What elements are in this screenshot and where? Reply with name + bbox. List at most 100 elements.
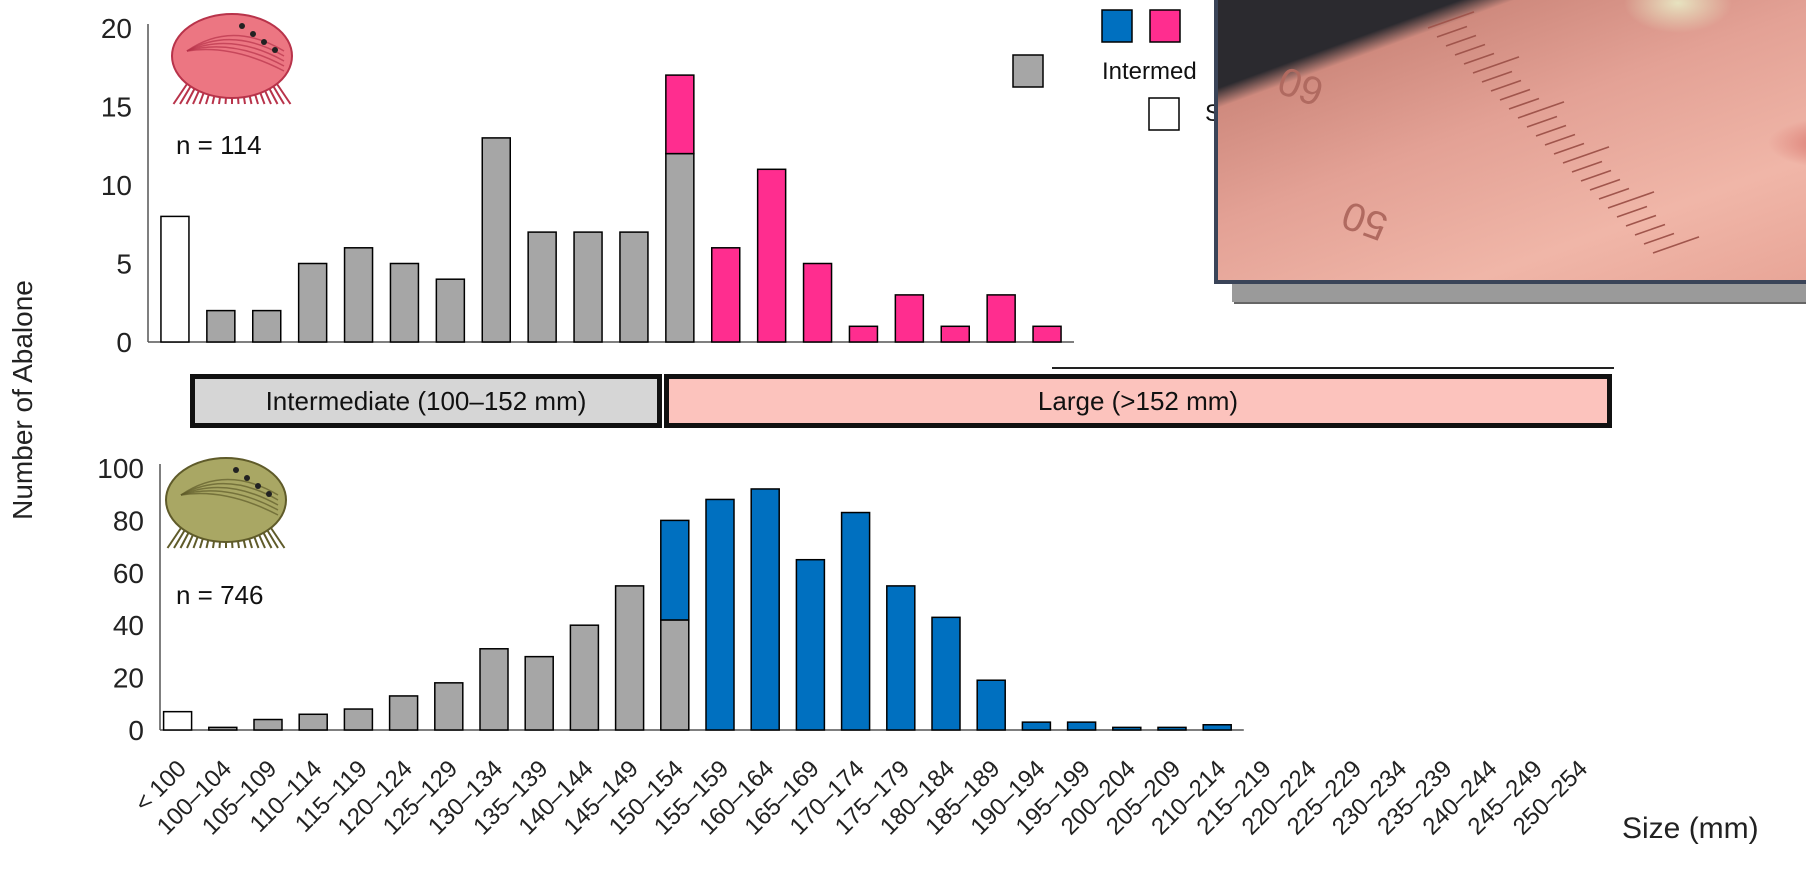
- bar-top-2-s1: [252, 309, 282, 343]
- bar-top-3-s1: [297, 262, 328, 343]
- legend-swatch-blue: [1101, 9, 1133, 43]
- ruler-tick: [1616, 205, 1648, 218]
- legend-swatch-gray: [1012, 54, 1044, 88]
- bar-bottom-19-s2: [1021, 721, 1052, 731]
- ruler-tick: [1526, 115, 1558, 128]
- bar-top-14-s2: [802, 262, 833, 343]
- bar-bottom-18-s2: [976, 679, 1006, 731]
- bar-top-18-s2: [986, 294, 1016, 343]
- ruler-label-50: 50: [1336, 192, 1393, 249]
- ruler-tick: [1652, 236, 1700, 254]
- bar-top-11-s1: [665, 152, 695, 343]
- bar-bottom-2-s1: [253, 718, 283, 731]
- bar-bottom-13-s2: [750, 488, 780, 731]
- bar-top-9-s1: [573, 231, 603, 343]
- bar-bottom-17-s2: [931, 616, 961, 731]
- band-intermediate-label: Intermediate (100–152 mm): [265, 385, 587, 416]
- ruler-tick: [1535, 124, 1567, 137]
- bar-bottom-23-s2: [1202, 724, 1232, 731]
- bar-bottom-0-s0: [162, 710, 193, 731]
- legend-label-intermediate: Intermed: [1102, 58, 1197, 85]
- bar-top-16-s2: [894, 294, 925, 343]
- y-tick-label-bottom: 20: [113, 663, 144, 694]
- ruler-tick: [1643, 232, 1675, 245]
- bar-top-0-s0: [160, 215, 190, 343]
- ruler-tick: [1625, 214, 1657, 227]
- bar-top-15-s2: [848, 325, 879, 343]
- band-large: Large (>152 mm): [664, 374, 1612, 428]
- chart-panel-top: 0 5 10 15 20: [101, 13, 1074, 358]
- y-tick-label-bottom: 40: [113, 610, 144, 641]
- bar-bottom-21-s2: [1112, 726, 1142, 731]
- legend-swatch-white: [1148, 97, 1180, 131]
- band-divider-line: [1052, 367, 1614, 369]
- x-axis-label: Size (mm): [1622, 812, 1759, 845]
- bar-top-1-s1: [206, 309, 236, 343]
- ruler-tick: [1553, 142, 1585, 155]
- abalone-ruler-photo: 60 50: [1214, 0, 1806, 284]
- ruler-tick: [1490, 79, 1522, 92]
- bar-top-6-s1: [435, 278, 466, 343]
- bar-bottom-11-s1: [660, 619, 690, 731]
- bar-top-10-s1: [619, 231, 649, 343]
- bar-bottom-16-s2: [886, 585, 916, 731]
- ruler-tick: [1445, 34, 1477, 47]
- bar-bottom-4-s1: [343, 708, 374, 731]
- ruler-tick: [1598, 187, 1630, 200]
- ruler-tick: [1589, 178, 1621, 191]
- ruler-tick: [1427, 11, 1475, 29]
- bar-bottom-6-s1: [434, 682, 464, 731]
- bar-bottom-12-s2: [705, 498, 735, 731]
- y-tick-label-bottom: 0: [128, 715, 144, 746]
- bar-top-17-s2: [940, 325, 970, 343]
- y-axis-label: Number of Abalone: [7, 280, 38, 520]
- y-tick-label-bottom: 80: [113, 505, 144, 536]
- ruler-tick: [1436, 25, 1468, 38]
- y-tick-label-bottom: 100: [97, 453, 144, 484]
- bar-top-7-s1: [481, 137, 511, 343]
- bar-bottom-5-s1: [388, 695, 419, 731]
- ruler-tick: [1580, 169, 1612, 182]
- bar-bottom-20-s2: [1066, 721, 1097, 731]
- ruler-tick: [1634, 223, 1666, 236]
- ruler-tick: [1481, 70, 1513, 83]
- y-tick-label-top: 15: [101, 92, 132, 123]
- bar-top-13-s2: [756, 168, 787, 343]
- y-tick-label-bottom: 60: [113, 558, 144, 589]
- bar-top-19-s2: [1032, 325, 1062, 343]
- red-abalone-icon: [171, 13, 293, 105]
- band-large-label: Large (>152 mm): [1037, 385, 1239, 416]
- ruler-tick: [1472, 56, 1520, 74]
- bar-bottom-15-s2: [840, 511, 871, 731]
- bar-bottom-8-s1: [524, 655, 554, 731]
- ruler-tick: [1508, 97, 1540, 110]
- bar-bottom-22-s2: [1157, 726, 1187, 731]
- ruler-tick: [1562, 146, 1610, 164]
- bar-top-11-s2: [665, 74, 695, 155]
- bar-bottom-9-s1: [569, 624, 600, 731]
- sample-size-bottom: n = 746: [176, 580, 264, 610]
- y-tick-label-top: 20: [101, 13, 132, 44]
- bar-top-8-s1: [527, 231, 557, 343]
- ruler-tick: [1517, 101, 1565, 119]
- band-intermediate: Intermediate (100–152 mm): [190, 374, 662, 428]
- chart-panel-bottom: 0 20 40 60 80 100: [97, 453, 1244, 746]
- ruler-tick: [1571, 160, 1603, 173]
- bar-top-4-s1: [343, 247, 374, 343]
- bar-bottom-14-s2: [795, 558, 826, 731]
- y-tick-label-top: 5: [116, 249, 132, 280]
- bar-bottom-3-s1: [298, 713, 328, 731]
- ruler-scale: 60 50: [1272, 11, 1700, 254]
- ruler-tick: [1463, 52, 1495, 65]
- ruler-tick: [1544, 133, 1576, 146]
- ruler-tick: [1607, 191, 1655, 209]
- ruler-label-60: 60: [1272, 58, 1329, 115]
- y-tick-label-top: 0: [116, 327, 132, 358]
- y-tick-label-top: 10: [101, 170, 132, 201]
- bar-bottom-11-s2: [660, 519, 690, 621]
- bar-bottom-10-s1: [614, 585, 645, 731]
- bar-top-12-s2: [711, 247, 741, 343]
- legend-swatch-pink: [1149, 9, 1181, 43]
- bar-top-5-s1: [389, 262, 420, 343]
